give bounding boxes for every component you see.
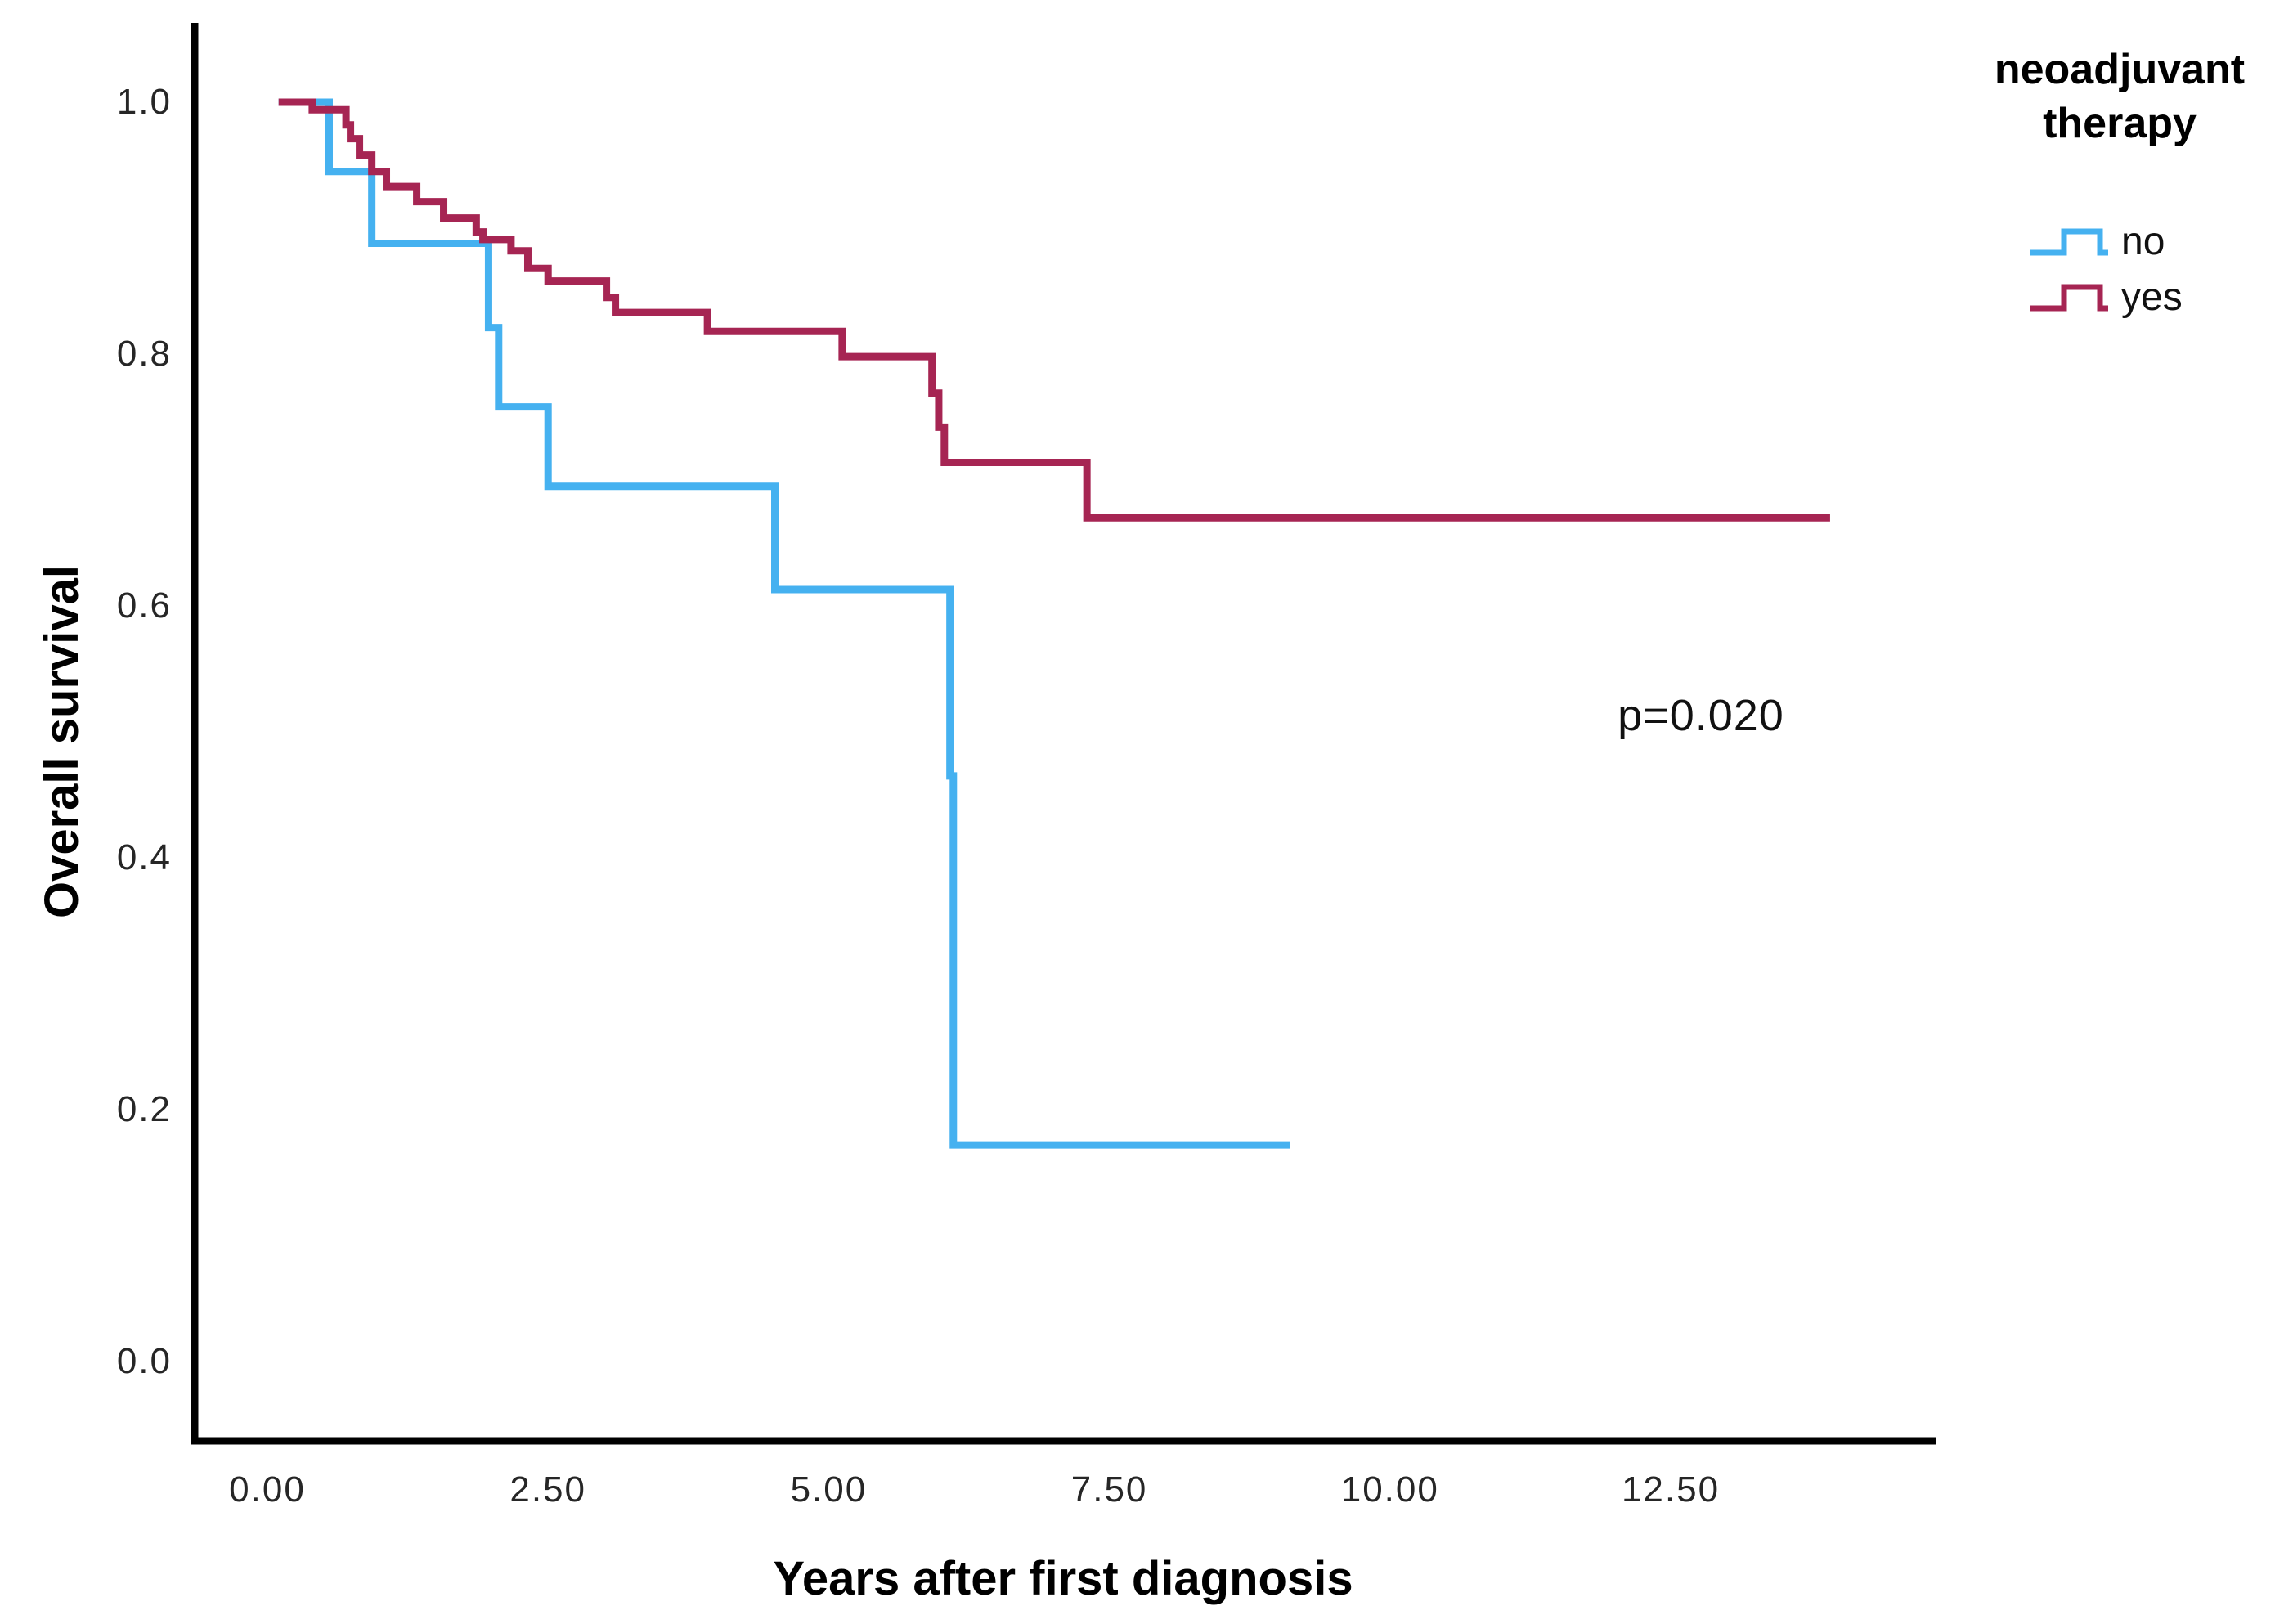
legend-label-no: no [2121,220,2165,263]
legend-label-yes: yes [2121,276,2183,319]
x-axis-line [191,1437,1936,1445]
legend-step-line-yes-icon [2030,284,2108,312]
legend-title: neoadjuvant therapy [1946,43,2293,150]
y-tick-label: 0.4 [116,837,172,877]
x-tick-label: 2.50 [509,1469,586,1510]
legend-step-line-no-icon [2030,228,2108,256]
y-tick-label: 0.0 [116,1341,172,1381]
x-tick-label: 0.00 [229,1469,306,1510]
y-tick-label: 0.2 [116,1089,172,1129]
x-tick-label: 10.00 [1340,1469,1439,1510]
y-tick-label: 0.8 [116,334,172,374]
p-value-annotation: p=0.020 [1618,691,1784,740]
x-tick-label: 5.00 [790,1469,868,1510]
x-tick-label: 7.50 [1070,1469,1148,1510]
y-axis-line [191,23,199,1445]
legend-item-no: no [2028,219,2165,265]
y-tick-label: 0.6 [116,585,172,626]
legend-title-line1: neoadjuvant [1994,46,2246,93]
legend-item-yes: yes [2028,275,2183,321]
survival-curve-no [278,98,1290,1149]
y-tick-label: 1.0 [116,82,172,122]
survival-curve-yes [278,98,1830,522]
y-axis-title: Overall survival [35,564,88,919]
legend-title-line2: therapy [2043,100,2197,147]
x-tick-label: 12.50 [1621,1469,1721,1510]
legend: neoadjuvant therapy no yes [1946,43,2293,319]
x-axis-title: Years after first diagnosis [773,1552,1353,1605]
